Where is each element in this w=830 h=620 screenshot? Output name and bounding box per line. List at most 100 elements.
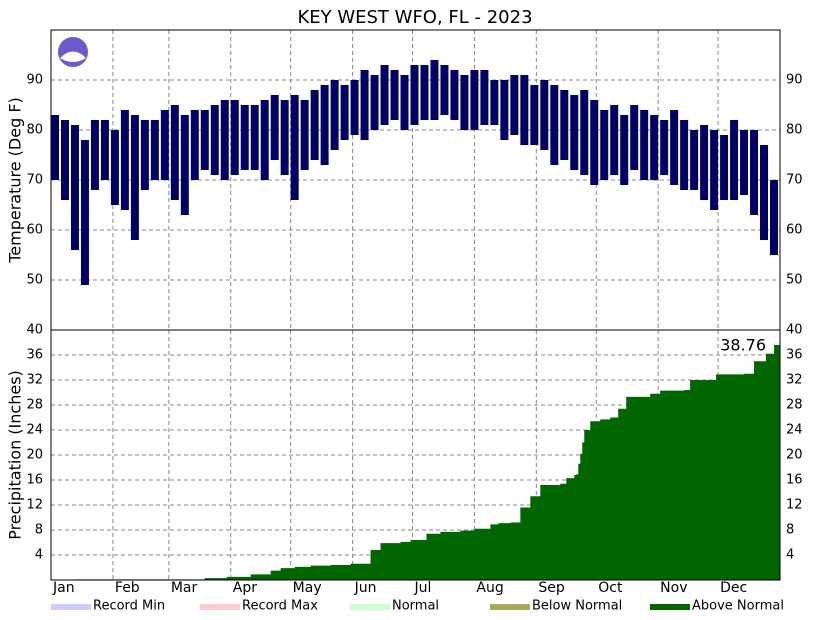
y-tick-label: 32 <box>26 373 43 388</box>
y-tick-label: 40 <box>26 323 43 338</box>
temp-range-bar <box>740 130 749 195</box>
temp-range-bar <box>640 110 649 180</box>
temp-range-bar <box>720 135 729 200</box>
y-tick-label: 24 <box>26 423 43 438</box>
temp-range-bar <box>180 115 189 215</box>
y-tick-label-right: 16 <box>786 473 803 488</box>
precip-step <box>716 374 745 580</box>
y-tick-label-right: 32 <box>786 373 803 388</box>
precip-step <box>490 524 499 580</box>
logo <box>56 35 90 69</box>
temp-range-bar <box>210 105 219 175</box>
precip-step <box>400 541 412 580</box>
y-tick-label: 80 <box>26 123 43 138</box>
temp-range-bar <box>750 130 759 215</box>
precip-step <box>530 496 541 580</box>
precip-step <box>578 463 581 580</box>
temp-range-bar <box>190 110 199 180</box>
temp-range-bar <box>560 90 569 160</box>
precip-step <box>566 478 575 580</box>
precip-step <box>460 530 475 580</box>
legend-label: Normal <box>392 599 439 614</box>
y-tick-label-right: 4 <box>786 548 794 563</box>
temp-range-bar <box>120 110 129 210</box>
temp-range-bar <box>570 95 579 170</box>
temp-range-bar <box>530 85 539 145</box>
precip-step <box>294 566 312 580</box>
precip-step <box>580 453 583 580</box>
temp-range-bar <box>650 115 659 180</box>
temp-range-bar <box>250 105 259 170</box>
y-tick-label: 16 <box>26 473 43 488</box>
legend-swatch <box>51 604 91 610</box>
x-tick-label: Jun <box>354 580 377 596</box>
precip-step <box>440 531 461 580</box>
legend-swatch <box>350 604 390 610</box>
temp-range-bar <box>220 100 229 180</box>
temp-range-bar <box>760 145 769 240</box>
temp-range-bar <box>710 130 719 210</box>
temp-range-bar <box>410 65 419 125</box>
x-tick-label: Dec <box>720 580 747 596</box>
y-tick-label: 60 <box>26 223 43 238</box>
precip-step <box>560 483 567 580</box>
precip-step <box>270 570 282 580</box>
temp-range-bar <box>310 90 319 160</box>
temp-range-bar <box>360 70 369 140</box>
precip-step <box>474 528 491 580</box>
frame <box>50 29 781 581</box>
temp-range-bar <box>90 120 99 190</box>
y-tick-label-right: 60 <box>786 223 803 238</box>
temp-range-bar <box>140 120 149 190</box>
legend-label: Record Max <box>242 599 318 614</box>
y-tick-label-right: 80 <box>786 123 803 138</box>
temp-range-bar <box>420 65 429 120</box>
temp-range-bar <box>270 95 279 160</box>
temp-range-bar <box>510 75 519 135</box>
temp-range-bar <box>390 70 399 120</box>
precip-step <box>600 419 611 580</box>
x-tick-label: Aug <box>476 580 503 596</box>
y-tick-label: 36 <box>26 348 43 363</box>
y-tick-label-right: 50 <box>786 273 803 288</box>
precip-step <box>582 442 585 580</box>
y-tick-label: 4 <box>35 548 43 563</box>
legend-swatch <box>200 604 240 610</box>
temp-range-bar <box>380 65 389 125</box>
y-tick-label-right: 40 <box>786 323 803 338</box>
temp-range-bar <box>60 120 69 200</box>
temp-range-bar <box>550 85 559 165</box>
x-tick-label: Sep <box>538 580 565 596</box>
precip-step <box>584 430 591 580</box>
temp-range-bar <box>100 120 109 180</box>
y-tick-label: 20 <box>26 448 43 463</box>
legend-swatch <box>650 604 690 610</box>
temp-range-bar <box>630 105 639 170</box>
precip-step <box>370 550 382 580</box>
temp-range-bar <box>50 115 59 180</box>
precip-step <box>410 540 427 580</box>
legend-label: Record Min <box>93 599 165 614</box>
precip-step <box>650 393 661 580</box>
y-tick-label-right: 24 <box>786 423 803 438</box>
legend-label: Below Normal <box>532 599 622 614</box>
temp-range-bar <box>660 120 669 175</box>
precip-step <box>520 507 531 580</box>
y-axis-label: Temperature (Deg F) <box>6 97 25 264</box>
precip-step <box>744 373 755 580</box>
y-tick-label-right: 70 <box>786 173 803 188</box>
y-tick-label-right: 90 <box>786 73 803 88</box>
y-tick-label: 90 <box>26 73 43 88</box>
x-tick-label: Nov <box>660 580 687 596</box>
temp-range-bar <box>340 85 349 140</box>
temp-range-bar <box>130 115 139 240</box>
y-tick-label: 70 <box>26 173 43 188</box>
y-tick-label-right: 12 <box>786 498 803 513</box>
temp-range-bar <box>260 100 269 180</box>
x-tick-label: Apr <box>233 580 257 596</box>
temp-range-bar <box>490 80 499 125</box>
precip-step <box>766 353 775 580</box>
temp-range-bar <box>480 70 489 125</box>
temp-range-bar <box>110 130 119 205</box>
precip-step <box>498 523 511 580</box>
